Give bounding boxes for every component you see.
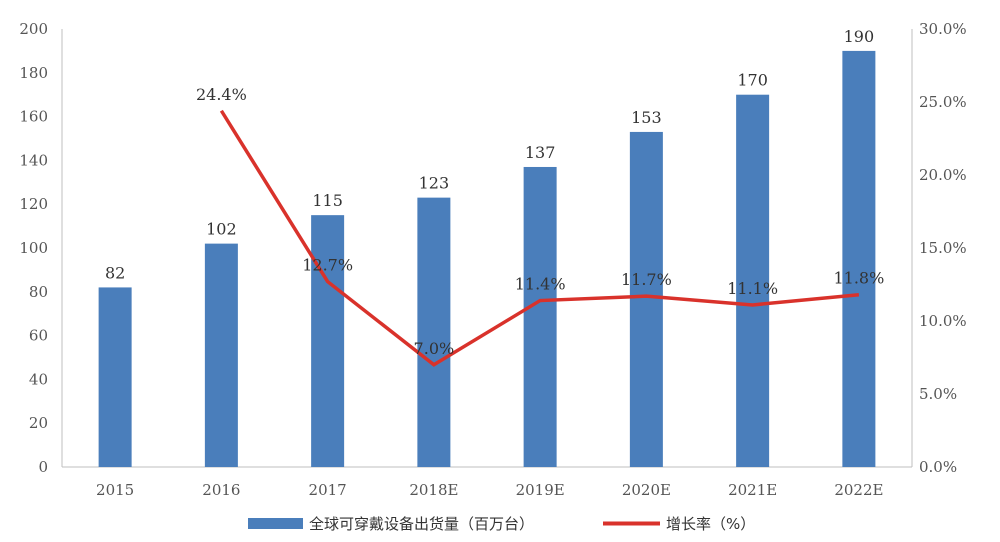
bar xyxy=(417,197,451,467)
line-value-label: 11.7% xyxy=(621,270,672,289)
bar-series xyxy=(98,50,876,468)
bar xyxy=(736,94,770,467)
x-tick-label: 2021E xyxy=(728,481,777,499)
bar-value-label: 123 xyxy=(419,174,450,193)
left-tick-label: 80 xyxy=(29,283,48,301)
line-value-label: 12.7% xyxy=(302,256,353,275)
x-tick-label: 2016 xyxy=(202,481,240,499)
bar-value-label: 153 xyxy=(631,108,662,127)
left-tick-label: 180 xyxy=(19,64,48,82)
line-value-label: 11.4% xyxy=(515,275,566,294)
x-axis: 2015 2016 2017 2018E 2019E 2020E 2021E 2022E xyxy=(62,466,912,499)
right-y-axis: 0.0% 5.0% 10.0% 15.0% 20.0% 25.0% 30.0% xyxy=(911,20,967,476)
bar-value-label: 170 xyxy=(737,71,768,90)
right-tick-label: 5.0% xyxy=(919,385,957,403)
right-tick-label: 25.0% xyxy=(919,93,967,111)
legend-bar-label: 全球可穿戴设备出货量（百万台） xyxy=(309,515,534,533)
bar xyxy=(842,50,876,468)
bar-value-label: 115 xyxy=(312,191,343,210)
x-tick-label: 2017 xyxy=(309,481,347,499)
right-tick-label: 10.0% xyxy=(919,312,967,330)
legend: 全球可穿戴设备出货量（百万台） 增长率（%） xyxy=(248,515,755,533)
bar xyxy=(523,166,557,467)
left-tick-label: 20 xyxy=(29,414,48,432)
left-tick-label: 40 xyxy=(29,370,48,388)
bar-value-label: 82 xyxy=(105,263,125,282)
x-tick-label: 2019E xyxy=(516,481,565,499)
line-value-label: 7.0% xyxy=(414,339,455,358)
left-tick-label: 100 xyxy=(19,239,48,257)
line-value-label: 11.1% xyxy=(727,279,778,298)
legend-bar-swatch xyxy=(248,518,303,529)
right-tick-label: 0.0% xyxy=(919,458,957,476)
growth-rate-line xyxy=(219,109,860,367)
bar xyxy=(629,131,663,467)
bar-value-label: 190 xyxy=(844,27,875,46)
x-tick-label: 2020E xyxy=(622,481,671,499)
line-value-label: 24.4% xyxy=(196,85,247,104)
line-value-label: 11.8% xyxy=(833,269,884,288)
x-tick-label: 2015 xyxy=(96,481,134,499)
bar xyxy=(311,215,345,467)
left-tick-label: 0 xyxy=(38,458,48,476)
left-tick-label: 200 xyxy=(19,20,48,38)
x-tick-label: 2022E xyxy=(834,481,883,499)
bar xyxy=(98,287,132,467)
left-tick-label: 140 xyxy=(19,151,48,169)
left-y-axis: 0 20 40 60 80 100 120 140 160 180 200 xyxy=(19,20,63,476)
right-tick-label: 20.0% xyxy=(919,166,967,184)
left-tick-label: 120 xyxy=(19,195,48,213)
line-series xyxy=(219,109,860,367)
bar-value-label: 102 xyxy=(206,220,237,239)
bar-value-label: 137 xyxy=(525,143,556,162)
legend-line-label: 增长率（%） xyxy=(666,515,755,533)
left-tick-label: 60 xyxy=(29,327,48,345)
x-tick-label: 2018E xyxy=(409,481,458,499)
right-tick-label: 30.0% xyxy=(919,20,967,38)
right-tick-label: 15.0% xyxy=(919,239,967,257)
left-tick-label: 160 xyxy=(19,108,48,126)
data-labels: 82 102 115 123 137 153 170 190 24.4% 12.7% 7.0% 11.… xyxy=(105,27,884,358)
bar xyxy=(204,243,238,467)
